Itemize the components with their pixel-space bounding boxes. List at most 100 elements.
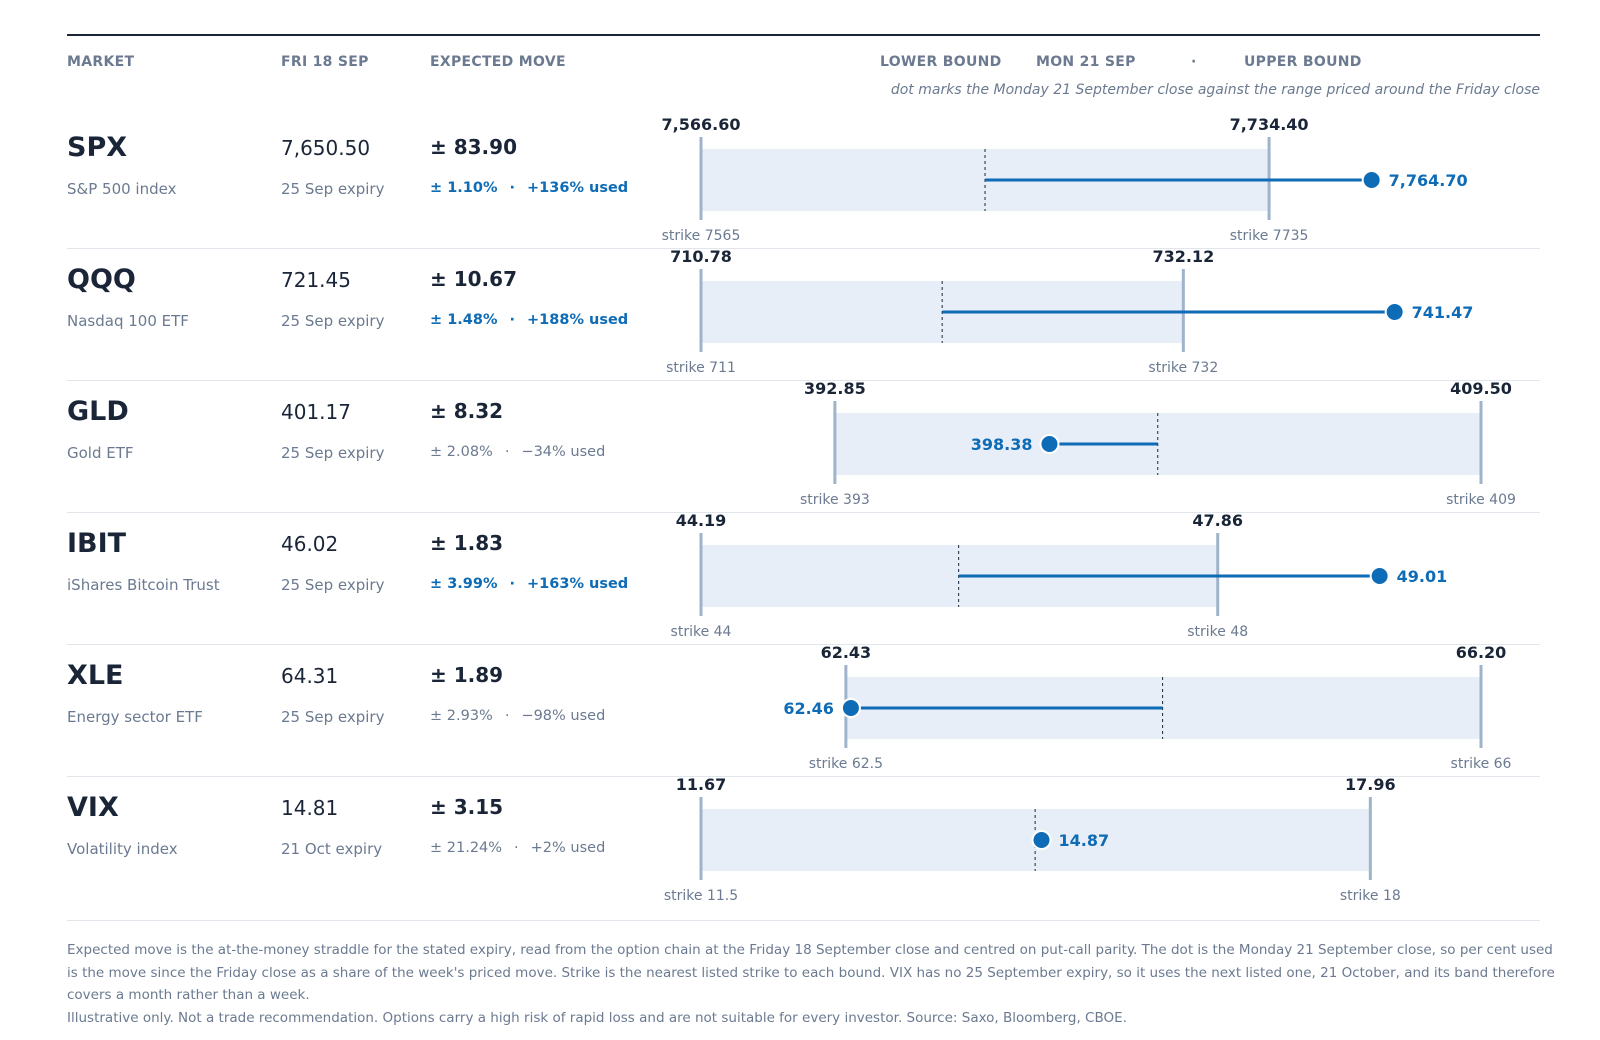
footer-disclaimer: Illustrative only. Not a trade recommend… xyxy=(67,1010,1127,1026)
lower-bound-label: 44.19 xyxy=(676,511,727,530)
market-description: iShares Bitcoin Trust xyxy=(67,576,220,594)
strike-high-label: strike 732 xyxy=(1148,360,1218,376)
expected-move: ± 8.32 xyxy=(430,399,504,423)
market-description: Volatility index xyxy=(67,840,178,858)
market-description: Gold ETF xyxy=(67,444,134,462)
expiry: 25 Sep expiry xyxy=(281,576,385,594)
footer-note: Expected move is the at-the-money stradd… xyxy=(67,942,1555,1003)
header-market: MARKET xyxy=(67,54,135,70)
range-chart: 7,566.60 7,734.40 strike 7565 strike 7735 7,… xyxy=(662,115,1468,244)
monday-close-dot xyxy=(840,698,861,718)
separator-dot: · xyxy=(504,444,510,460)
top-rule xyxy=(67,34,1540,36)
chart-subtitle: dot marks the Monday 21 September close … xyxy=(890,82,1540,98)
ticker: QQQ xyxy=(67,264,136,295)
separator-dot: · xyxy=(509,312,516,328)
friday-close: 46.02 xyxy=(281,532,339,556)
separator-dot: · xyxy=(504,708,510,724)
friday-close: 401.17 xyxy=(281,400,351,424)
move-percent: ± 2.08% · −34% used xyxy=(430,444,605,460)
monday-close-label: 398.38 xyxy=(971,435,1033,454)
move-percent: ± 1.10% · +136% used xyxy=(430,180,628,196)
range-chart: 44.19 47.86 strike 44 strike 48 49.01 xyxy=(671,511,1448,640)
header-dot: · xyxy=(1191,54,1197,70)
market-description: Energy sector ETF xyxy=(67,708,203,726)
header-friday: FRI 18 SEP xyxy=(281,54,369,70)
row-divider xyxy=(67,644,1540,645)
strike-high-label: strike 18 xyxy=(1340,888,1401,904)
row-divider xyxy=(67,512,1540,513)
market-description: S&P 500 index xyxy=(67,180,177,198)
pct-move: ± 1.48% xyxy=(430,312,498,328)
pct-move: ± 1.10% xyxy=(430,180,498,196)
friday-close: 721.45 xyxy=(281,268,351,292)
strike-high-label: strike 7735 xyxy=(1230,228,1309,244)
upper-bound-label: 409.50 xyxy=(1450,379,1512,398)
pct-used: +2% used xyxy=(530,840,606,856)
pct-used: −98% used xyxy=(521,708,606,724)
row-divider xyxy=(67,248,1540,249)
expected-move: ± 3.15 xyxy=(430,795,504,819)
market-row-xle: XLE Energy sector ETF 64.31 25 Sep expiry ± … xyxy=(0,643,1600,776)
row-divider xyxy=(67,776,1540,777)
range-chart: 62.43 66.20 strike 62.5 strike 66 62.46 xyxy=(783,643,1512,772)
monday-close-label: 62.46 xyxy=(783,699,834,718)
pct-move: ± 3.99% xyxy=(430,576,498,592)
separator-dot: · xyxy=(514,840,519,856)
strike-low-label: strike 393 xyxy=(800,492,870,508)
lower-bound-label: 710.78 xyxy=(670,247,732,266)
friday-close: 64.31 xyxy=(281,664,339,688)
header-lower-bound: LOWER BOUND xyxy=(880,54,1002,70)
range-chart: 710.78 732.12 strike 711 strike 732 741.47 xyxy=(666,247,1474,376)
monday-close-dot xyxy=(1384,302,1405,322)
strike-low-label: strike 62.5 xyxy=(809,756,883,772)
monday-close-label: 741.47 xyxy=(1412,303,1474,322)
monday-close-label: 49.01 xyxy=(1397,567,1448,586)
upper-bound-label: 47.86 xyxy=(1192,511,1243,530)
footer-divider xyxy=(67,920,1540,921)
ticker: XLE xyxy=(67,660,124,691)
ticker: IBIT xyxy=(67,528,127,559)
header-monday: MON 21 SEP xyxy=(1036,54,1136,70)
ticker: GLD xyxy=(67,396,129,427)
pct-used: +188% used xyxy=(527,312,629,328)
pct-used: +136% used xyxy=(527,180,629,196)
market-description: Nasdaq 100 ETF xyxy=(67,312,189,330)
strike-low-label: strike 7565 xyxy=(662,228,741,244)
strike-low-label: strike 11.5 xyxy=(664,888,738,904)
lower-bound-label: 7,566.60 xyxy=(662,115,741,134)
ticker: SPX xyxy=(67,132,128,163)
move-percent: ± 1.48% · +188% used xyxy=(430,312,628,328)
row-divider xyxy=(67,380,1540,381)
monday-close-dot xyxy=(1369,566,1390,586)
pct-used: −34% used xyxy=(521,444,606,460)
upper-bound-label: 66.20 xyxy=(1456,643,1507,662)
upper-bound-label: 7,734.40 xyxy=(1230,115,1309,134)
expiry: 25 Sep expiry xyxy=(281,180,385,198)
strike-high-label: strike 66 xyxy=(1451,756,1512,772)
friday-close: 14.81 xyxy=(281,796,339,820)
separator-dot: · xyxy=(509,576,516,592)
lower-bound-label: 62.43 xyxy=(821,643,872,662)
expiry: 21 Oct expiry xyxy=(281,840,383,858)
strike-low-label: strike 711 xyxy=(666,360,736,376)
monday-close-dot xyxy=(1039,434,1060,454)
strike-low-label: strike 44 xyxy=(671,624,732,640)
move-percent: ± 21.24% · +2% used xyxy=(430,840,605,856)
expiry: 25 Sep expiry xyxy=(281,708,385,726)
market-row-vix: VIX Volatility index 14.81 21 Oct expiry ± 3… xyxy=(0,775,1600,908)
monday-close-label: 7,764.70 xyxy=(1389,171,1468,190)
market-row-qqq: QQQ Nasdaq 100 ETF 721.45 25 Sep expiry ± 10… xyxy=(0,247,1600,380)
monday-close-dot xyxy=(1031,830,1052,850)
pct-move: ± 21.24% xyxy=(430,840,503,856)
market-row-gld: GLD Gold ETF 401.17 25 Sep expiry ± 8.32 ± 2.… xyxy=(0,379,1600,512)
expected-move: ± 83.90 xyxy=(430,135,517,159)
header-expected-move: EXPECTED MOVE xyxy=(430,54,566,70)
upper-bound-label: 17.96 xyxy=(1345,775,1396,794)
separator-dot: · xyxy=(509,180,516,196)
market-row-spx: SPX S&P 500 index 7,650.50 25 Sep expiry ± 8… xyxy=(0,115,1600,248)
strike-high-label: strike 48 xyxy=(1187,624,1248,640)
expected-move: ± 10.67 xyxy=(430,267,517,291)
range-chart: 392.85 409.50 strike 393 strike 409 398.38 xyxy=(800,379,1516,508)
